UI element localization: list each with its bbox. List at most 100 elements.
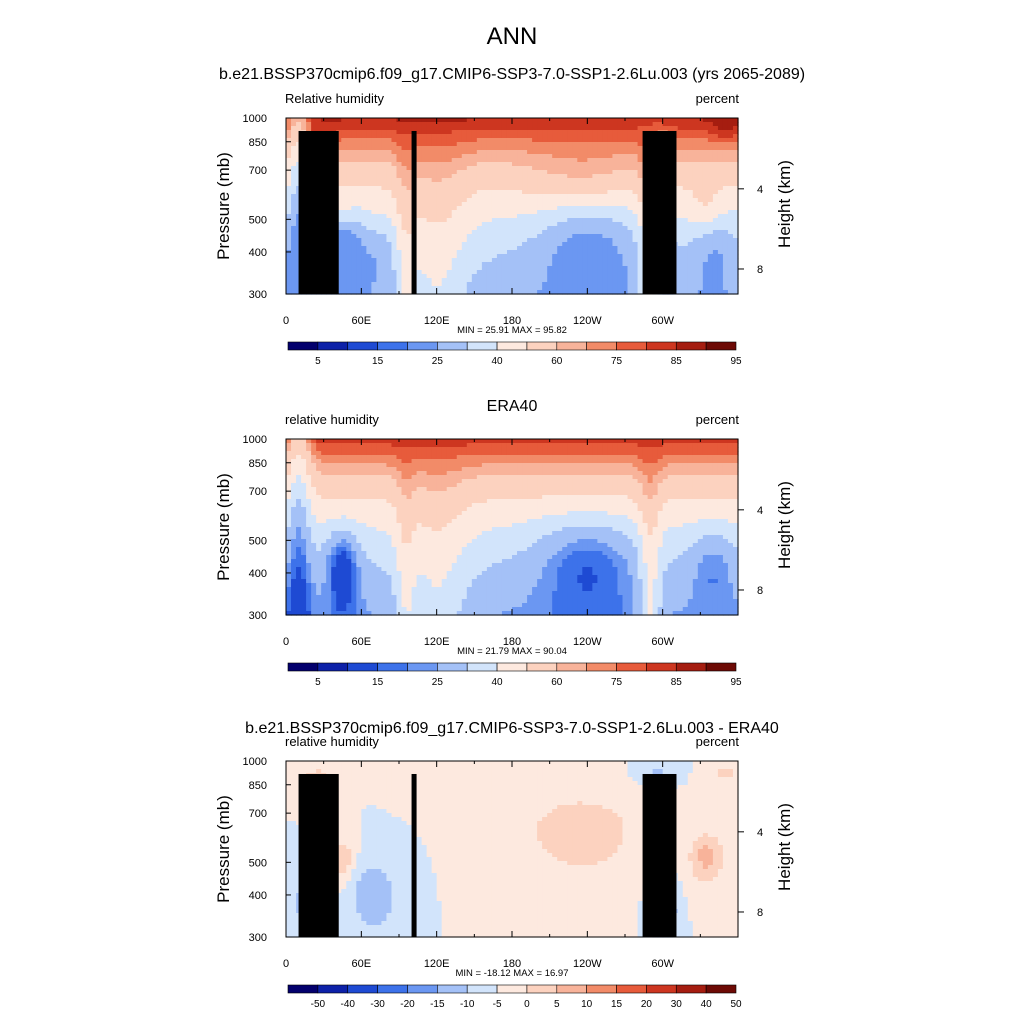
field-cell [466, 463, 473, 468]
field-cell [572, 238, 578, 243]
field-cell [401, 182, 408, 187]
field-cell [346, 262, 352, 267]
field-cell [677, 154, 684, 159]
field-cell [421, 475, 428, 480]
field-cell [356, 254, 362, 259]
field-cell [712, 206, 719, 211]
field-cell [627, 142, 634, 147]
field-cell [532, 262, 538, 267]
field-cell [286, 150, 292, 155]
field-cell [436, 130, 443, 135]
field-cell [597, 174, 603, 179]
field-cell [537, 234, 543, 239]
field-cell [506, 186, 513, 191]
field-cell [562, 146, 568, 151]
field-cell [522, 471, 528, 476]
field-cell [416, 451, 423, 456]
field-cell [436, 146, 443, 151]
field-cell [356, 246, 362, 251]
field-cell [461, 467, 468, 472]
field-cell [637, 198, 644, 203]
field-cell [567, 182, 573, 187]
field-cell [291, 290, 297, 295]
field-cell [522, 463, 528, 468]
y2-axis-label: Height (km) [775, 160, 794, 248]
field-cell [461, 242, 468, 247]
field-cell [517, 471, 523, 476]
field-cell [587, 455, 593, 460]
field-cell [592, 178, 598, 183]
field-cell [336, 214, 342, 219]
field-cell [567, 202, 573, 207]
field-cell [396, 142, 403, 147]
field-cell [501, 258, 508, 263]
field-cell [702, 238, 709, 243]
field-cell [411, 479, 418, 484]
field-cell [687, 170, 694, 175]
field-cell [496, 226, 503, 231]
field-cell [471, 150, 478, 155]
field-cell [577, 443, 583, 448]
field-cell [592, 262, 598, 267]
field-cell [632, 138, 639, 143]
field-cell [697, 266, 704, 271]
field-cell [336, 282, 342, 287]
field-cell [391, 178, 398, 183]
field-cell [617, 467, 624, 472]
field-cell [371, 222, 377, 227]
field-cell [602, 134, 609, 139]
field-cell [496, 162, 503, 167]
field-cell [486, 170, 493, 175]
field-cell [597, 439, 603, 444]
field-cell [622, 166, 629, 171]
field-cell [481, 118, 488, 123]
field-cell [456, 122, 463, 127]
field-cell [717, 170, 724, 175]
field-cell [431, 270, 438, 275]
field-cell [537, 286, 543, 291]
field-cell [306, 467, 312, 472]
field-cell [542, 150, 548, 155]
field-cell [552, 130, 558, 135]
field-cell [286, 210, 292, 215]
field-cell [557, 218, 563, 223]
field-cell [426, 198, 433, 203]
field-cell [617, 286, 624, 291]
field-cell [632, 142, 639, 147]
field-cell [471, 158, 478, 163]
field-cell [291, 254, 297, 259]
field-cell [286, 479, 292, 484]
field-cell [692, 439, 699, 444]
field-cell [617, 118, 624, 123]
field-cell [532, 218, 538, 223]
field-cell [517, 234, 523, 239]
field-cell [717, 138, 724, 143]
field-cell [682, 198, 689, 203]
field-cell [426, 266, 433, 271]
field-cell [547, 274, 553, 279]
field-cell [697, 154, 704, 159]
field-cell [336, 210, 342, 215]
field-cell [582, 158, 588, 163]
field-cell [466, 479, 473, 484]
field-cell [441, 206, 448, 211]
field-cell [451, 278, 458, 283]
field-cell [672, 118, 679, 123]
field-cell [567, 451, 573, 456]
field-cell [697, 166, 704, 171]
field-cell [692, 198, 699, 203]
field-cell [632, 266, 639, 271]
field-cell [346, 274, 352, 279]
field-cell [366, 178, 372, 183]
field-cell [637, 443, 644, 448]
field-cell [341, 443, 347, 448]
field-cell [421, 222, 428, 227]
field-cell [366, 258, 372, 263]
field-cell [401, 202, 408, 207]
field-cell [622, 471, 629, 476]
field-cell [637, 122, 644, 127]
field-cell [597, 455, 603, 460]
field-cell [481, 214, 488, 219]
field-cell [532, 170, 538, 175]
field-cell [627, 455, 634, 460]
